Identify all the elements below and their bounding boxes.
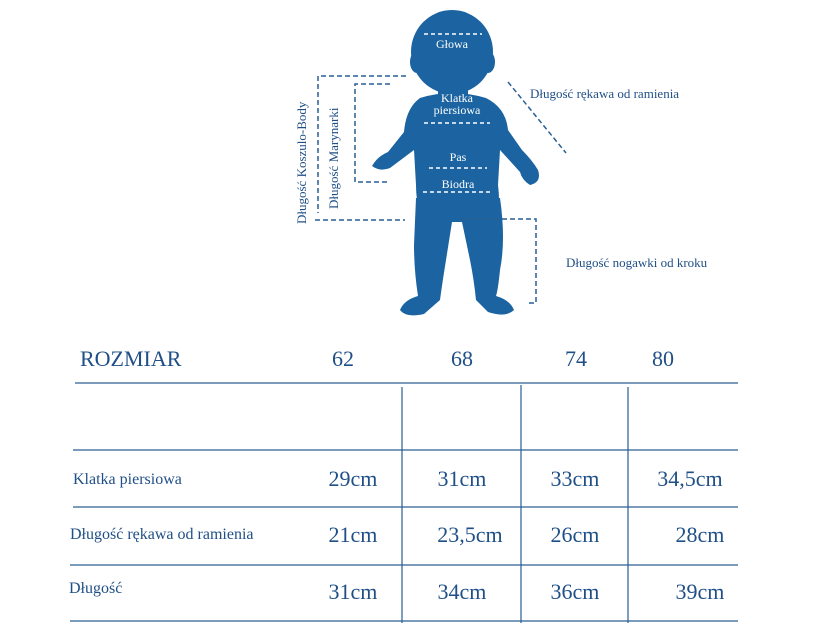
size-62: 62	[332, 346, 354, 371]
cell: 34cm	[437, 579, 487, 604]
size-80: 80	[652, 346, 674, 371]
label-chest-line2: piersiowa	[433, 103, 481, 117]
cell: 23,5cm	[437, 522, 503, 547]
size-74: 74	[565, 346, 587, 371]
cell: 29cm	[328, 466, 378, 491]
cell: 39cm	[675, 579, 725, 604]
label-hips: Biodra	[441, 177, 475, 191]
label-head: Głowa	[436, 37, 468, 51]
cell: 28cm	[675, 522, 725, 547]
label-sleeve: Długość rękawa od ramienia	[530, 86, 680, 101]
label-leg: Długość nogawki od kroku	[566, 255, 708, 270]
baby-silhouette	[372, 10, 539, 316]
cell: 21cm	[328, 522, 378, 547]
label-chest: Klatka piersiowa	[422, 92, 492, 116]
inner-measure-lines	[423, 33, 493, 193]
cell: 34,5cm	[657, 466, 723, 491]
outer-measure-lines	[315, 75, 567, 304]
label-chest-line1: Klatka	[441, 91, 473, 105]
size-68: 68	[451, 346, 473, 371]
row-label-sleeve: Długość rękawa od ramienia	[70, 526, 254, 543]
cell: 36cm	[550, 579, 600, 604]
label-waist: Pas	[449, 150, 467, 164]
row-label-length: Długość	[69, 580, 123, 597]
cell: 31cm	[328, 579, 378, 604]
cell: 31cm	[437, 466, 487, 491]
size-header-label: ROZMIAR	[80, 346, 182, 371]
table-lines	[70, 382, 738, 623]
cell: 33cm	[550, 466, 600, 491]
row-label-chest: Klatka piersiowa	[73, 471, 182, 488]
cell: 26cm	[550, 522, 600, 547]
